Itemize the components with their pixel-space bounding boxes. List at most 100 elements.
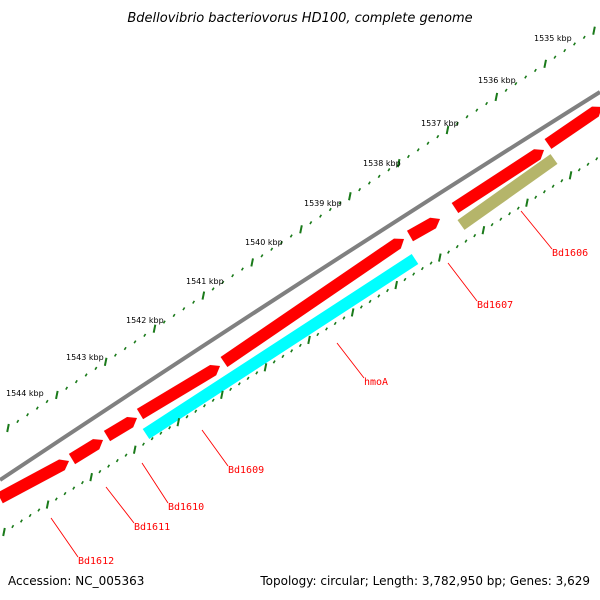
outer-ruler-minor-tick	[338, 201, 342, 205]
inner-ruler-minor-tick	[333, 321, 337, 326]
inner-ruler-minor-tick	[159, 431, 163, 435]
outer-ruler-major-tick	[6, 423, 10, 433]
inner-ruler-major-tick	[350, 308, 355, 317]
inner-ruler-minor-tick	[28, 513, 32, 518]
scale-label: 1540 kbp	[245, 238, 283, 247]
inner-ruler-minor-tick	[281, 354, 285, 359]
scale-label: 1535 kbp	[534, 34, 572, 43]
inner-ruler-minor-tick	[516, 206, 520, 210]
genome-backbone	[0, 90, 600, 482]
gene-label-bd1612: Bd1612	[78, 556, 114, 567]
outer-ruler-minor-tick	[465, 115, 469, 119]
inner-ruler-minor-tick	[316, 332, 320, 337]
outer-ruler-minor-tick	[26, 413, 30, 417]
outer-ruler-minor-tick	[455, 121, 459, 126]
gene-labels: Bd1606 Bd1607 hmoA Bd1609 Bd1610 Bd1611 Bd1612	[50, 210, 588, 567]
outer-ruler-minor-tick	[416, 148, 420, 152]
outer-ruler-major-tick	[348, 192, 352, 201]
inner-ruler-minor-tick	[325, 327, 328, 331]
inner-ruler-minor-tick	[473, 233, 477, 238]
scale-label: 1541 kbp	[186, 277, 224, 286]
genome-summary-text: Topology: circular; Length: 3,782,950 bp…	[260, 574, 590, 588]
scale-label: 1542 kbp	[126, 316, 164, 325]
outer-ruler-minor-tick	[289, 234, 293, 238]
outer-ruler-minor-tick	[475, 108, 479, 112]
outer-ruler-major-tick	[103, 357, 108, 366]
inner-ruler-major-tick	[45, 500, 50, 509]
gene-label-leader	[520, 210, 553, 250]
reverse-gene-bar	[457, 154, 558, 230]
inner-ruler-minor-tick	[560, 179, 564, 183]
outer-ruler	[6, 26, 596, 433]
outer-ruler-minor-tick	[319, 214, 323, 218]
inner-ruler-minor-tick	[98, 469, 102, 474]
outer-ruler-major-tick	[201, 291, 206, 300]
inner-ruler-minor-tick	[377, 294, 381, 298]
outer-ruler-major-tick	[396, 158, 401, 168]
inner-ruler-minor-tick	[54, 497, 58, 501]
forward-gene-arrow	[406, 217, 441, 242]
inner-ruler-major-tick	[220, 390, 224, 399]
outer-ruler-minor-tick	[221, 280, 225, 285]
outer-ruler-minor-tick	[279, 240, 283, 245]
inner-ruler-major-tick	[176, 418, 181, 427]
outer-ruler-minor-tick	[35, 406, 39, 410]
gene-label-leader	[447, 262, 478, 302]
inner-ruler-minor-tick	[542, 190, 546, 194]
outer-ruler-minor-tick	[524, 75, 528, 79]
inner-ruler-minor-tick	[211, 398, 215, 403]
outer-ruler-minor-tick	[533, 68, 537, 73]
inner-ruler-minor-tick	[168, 426, 172, 430]
gene-label-bd1609: Bd1609	[228, 465, 264, 476]
inner-ruler-minor-tick	[534, 195, 538, 199]
inner-ruler-major-tick	[2, 527, 6, 537]
inner-ruler-minor-tick	[63, 491, 67, 496]
inner-ruler-minor-tick	[80, 480, 84, 485]
inner-ruler-major-tick	[89, 472, 93, 482]
inner-ruler-minor-tick	[115, 458, 119, 463]
gene-label-bd1610: Bd1610	[168, 502, 204, 513]
gene-label-leader	[105, 486, 135, 524]
inner-ruler-minor-tick	[403, 277, 407, 282]
outer-ruler-minor-tick	[260, 254, 264, 258]
gene-label-bd1611: Bd1611	[134, 522, 170, 533]
outer-ruler-minor-tick	[74, 379, 78, 384]
outer-ruler-major-tick	[543, 59, 547, 69]
outer-ruler-minor-tick	[358, 187, 362, 192]
inner-ruler-minor-tick	[202, 404, 206, 408]
scale-label: 1544 kbp	[6, 389, 44, 398]
inner-ruler-minor-tick	[141, 442, 145, 446]
inner-ruler-minor-tick	[11, 524, 15, 529]
gene-label-leader	[336, 342, 365, 379]
inner-ruler-major-tick	[481, 225, 486, 235]
scale-label: 1543 kbp	[66, 353, 104, 362]
inner-ruler-minor-tick	[237, 382, 241, 386]
inner-ruler-minor-tick	[508, 211, 512, 216]
map-title: Bdellovibrio bacteriovorus HD100, comple…	[127, 11, 472, 26]
inner-ruler-minor-tick	[595, 157, 599, 161]
reverse-gene-bar	[142, 254, 419, 439]
inner-ruler-minor-tick	[499, 217, 503, 221]
outer-ruler-minor-tick	[162, 320, 166, 324]
inner-ruler-minor-tick	[229, 387, 233, 392]
inner-ruler-major-tick	[568, 171, 573, 180]
inner-ruler-minor-tick	[551, 184, 555, 188]
inner-ruler-minor-tick	[185, 415, 189, 419]
outer-ruler-minor-tick	[94, 366, 98, 371]
inner-ruler-minor-tick	[368, 299, 372, 304]
outer-ruler-major-tick	[445, 125, 450, 135]
inner-ruler-minor-tick	[386, 288, 389, 293]
outer-ruler-minor-tick	[406, 154, 410, 159]
outer-ruler-minor-tick	[211, 287, 215, 291]
inner-ruler-minor-tick	[150, 436, 154, 441]
outer-ruler-minor-tick	[270, 247, 274, 251]
inner-ruler	[2, 157, 599, 537]
reverse-strand-genes	[142, 154, 558, 439]
scale-label: 1536 kbp	[478, 76, 516, 85]
scale-label: 1538 kbp	[363, 159, 401, 168]
inner-ruler-minor-tick	[272, 360, 276, 364]
outer-ruler-minor-tick	[563, 48, 567, 53]
outer-ruler-minor-tick	[504, 88, 508, 93]
outer-ruler-minor-tick	[514, 81, 518, 86]
